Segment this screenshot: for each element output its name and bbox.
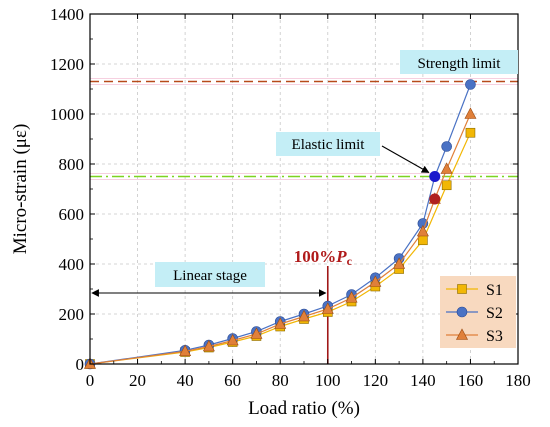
x-tick-label: 20	[129, 371, 146, 390]
x-tick-label: 80	[272, 371, 289, 390]
x-tick-label: 120	[363, 371, 389, 390]
data-point-marker	[369, 275, 382, 287]
y-tick-label: 1000	[50, 105, 84, 124]
data-point-marker	[321, 302, 334, 314]
data-point-marker	[274, 317, 287, 329]
elastic-limit-label-box	[276, 132, 380, 156]
data-point-marker	[416, 224, 429, 237]
series-s3	[84, 107, 477, 369]
legend-item-s3: S3	[446, 328, 503, 345]
pc-label-symbol: P	[335, 247, 347, 266]
data-point-marker	[441, 141, 452, 152]
data-point-marker	[464, 107, 477, 119]
legend-item-s2: S2	[446, 305, 503, 322]
data-point-marker	[393, 257, 406, 269]
y-tick-label: 800	[59, 155, 85, 174]
y-tick-label: 0	[76, 355, 85, 374]
data-point-marker	[202, 339, 215, 352]
data-point-marker	[456, 306, 468, 318]
highlight-point	[429, 193, 441, 205]
linear-stage-label: Linear stage	[173, 268, 247, 284]
strength-limit-label: Strength limit	[418, 56, 502, 72]
y-axis-title: Micro-strain (με)	[10, 124, 31, 255]
data-point-marker	[298, 309, 310, 322]
highlight-point	[429, 171, 441, 182]
legend: S1 S2 S3	[440, 276, 516, 348]
data-point-marker	[250, 327, 263, 339]
y-tick-label: 600	[59, 205, 85, 224]
y-tick-label: 200	[59, 305, 85, 324]
data-point-marker	[465, 79, 476, 90]
data-point-marker	[179, 344, 192, 357]
pc-label-subscript: c	[347, 254, 353, 268]
x-tick-label: 140	[410, 371, 436, 390]
data-point-marker	[441, 180, 452, 191]
data-point-marker	[345, 291, 358, 303]
data-point-marker	[465, 127, 476, 138]
highlight-points	[429, 171, 441, 205]
legend-item-s1: S1	[446, 282, 503, 299]
data-point-marker	[440, 162, 453, 174]
series-layer	[84, 79, 477, 370]
axes: 0 20 40 60 80 100 120 140 160 180 0 200 400 600 800 100…	[10, 5, 531, 419]
strength-limit-label-box	[400, 50, 518, 74]
y-tick-label: 1400	[50, 5, 84, 24]
pc-label-prefix: 100%	[294, 247, 337, 266]
elastic-limit-label: Elastic limit	[292, 137, 366, 153]
x-axis-title: Load ratio (%)	[248, 398, 360, 419]
annotations: Strength limit Elastic limit Linear stage 1…	[91, 50, 518, 297]
elastic-limit-arrow	[381, 145, 430, 173]
y-tick-label: 400	[59, 255, 85, 274]
legend-label: S3	[486, 328, 503, 345]
data-point-marker	[418, 235, 428, 246]
y-tick-label: 1200	[50, 55, 84, 74]
linear-stage-label-box	[155, 262, 265, 287]
x-tick-label: 160	[458, 371, 484, 390]
x-tick-label: 0	[86, 371, 95, 390]
data-point-marker	[226, 333, 239, 346]
x-tick-label: 100	[315, 371, 341, 390]
data-point-marker	[457, 284, 467, 294]
data-point-marker	[456, 328, 468, 340]
x-tick-label: 40	[177, 371, 194, 390]
x-tick-label: 60	[224, 371, 241, 390]
legend-label: S2	[486, 305, 503, 322]
pc-label: 100%Pc	[294, 247, 353, 268]
x-tick-label: 180	[505, 371, 531, 390]
legend-label: S1	[486, 282, 503, 299]
reference-lines	[90, 78, 518, 364]
